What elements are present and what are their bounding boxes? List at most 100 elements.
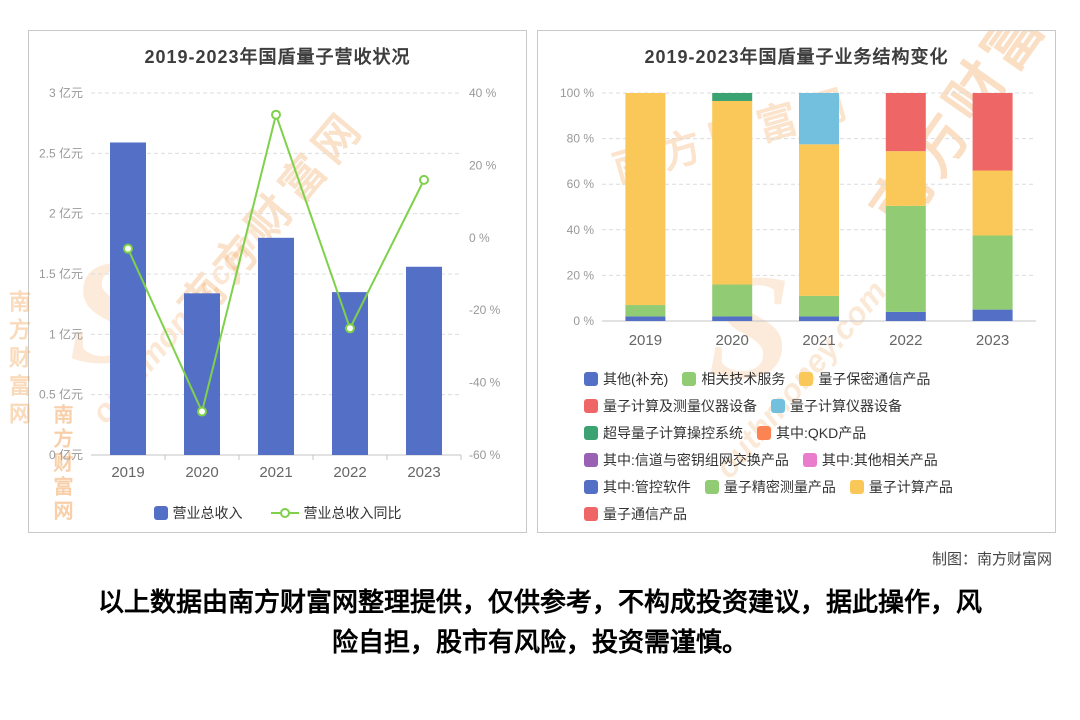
yoy-point — [271, 109, 281, 120]
stack-segment — [712, 316, 753, 321]
legend-label: 营业总收入 — [172, 505, 243, 521]
legend-swatch — [584, 507, 598, 521]
disclaimer-line-1: 以上数据由南方财富网整理提供，仅供参考，不构成投资建议，据此操作，风 — [97, 587, 982, 617]
revenue-bar-line-chart: 3 亿元 2.5 亿元 2 亿元 1.5 亿元 1 亿元 0.5 亿元 0 亿元 40 % 20… — [39, 85, 501, 481]
legend-label: 其中:其他相关产品 — [821, 452, 938, 468]
legend-line-marker — [270, 508, 299, 518]
legend-swatch — [757, 426, 771, 440]
svg-text:0 %: 0 % — [469, 231, 490, 245]
structure-chart-legend: 其他(补充) 相关技术服务 量子保密通信产品量子计算及测量仪器设备 量子计算仪器设备超… — [584, 369, 1036, 524]
stack-segment — [972, 170, 1013, 236]
legend-item: 其中:其他相关产品 — [802, 450, 938, 470]
legend-swatch — [584, 426, 598, 440]
svg-text:0 亿元: 0 亿元 — [49, 447, 83, 462]
legend-item: 量子精密测量产品 — [704, 477, 836, 497]
stack-segment — [972, 309, 1013, 321]
legend-item: 相关技术服务 — [682, 369, 785, 389]
svg-text:2 亿元: 2 亿元 — [49, 206, 83, 221]
legend-label: 其中:信道与密钥组网交换产品 — [603, 452, 789, 468]
disclaimer: 以上数据由南方财富网整理提供，仅供参考，不构成投资建议，据此操作，风 险自担，股… — [0, 582, 1080, 662]
structure-chart-title: 2019-2023年国盾量子业务结构变化 — [644, 47, 949, 67]
legend-swatch — [153, 506, 168, 520]
legend-label: 营业总收入同比 — [303, 505, 402, 521]
svg-text:2023: 2023 — [407, 464, 440, 481]
legend-item: 量子计算仪器设备 — [771, 396, 902, 416]
legend-label: 量子精密测量产品 — [723, 479, 836, 495]
legend-swatch — [799, 372, 814, 386]
yoy-point — [345, 323, 355, 334]
legend-swatch — [584, 372, 598, 386]
legend-item: 量子计算产品 — [849, 477, 953, 497]
legend-item: 其中:管控软件 — [584, 477, 691, 497]
legend-label: 量子计算产品 — [868, 479, 953, 495]
svg-text:-60 %: -60 % — [469, 448, 501, 462]
yoy-point — [419, 174, 429, 185]
revenue-bar — [184, 293, 220, 455]
svg-text:0.5 亿元: 0.5 亿元 — [39, 387, 83, 402]
legend-swatch — [849, 480, 864, 494]
stack-segment — [625, 305, 666, 317]
legend-label: 量子计算及测量仪器设备 — [603, 398, 757, 414]
svg-text:100 %: 100 % — [560, 86, 594, 100]
svg-text:-40 %: -40 % — [469, 376, 501, 390]
svg-text:2020: 2020 — [185, 464, 218, 481]
yoy-point — [197, 406, 207, 417]
legend-label: 其中:管控软件 — [603, 479, 691, 495]
stack-segment — [799, 144, 839, 296]
svg-text:1 亿元: 1 亿元 — [49, 326, 83, 341]
legend-item: 其中:信道与密钥组网交换产品 — [584, 450, 789, 470]
structure-stacked-chart: 100 % 80 % 60 % 40 % 20 % 0 % 2019 2020 2021 2022… — [560, 86, 1036, 349]
stack-segment — [712, 284, 753, 317]
legend-label: 其中:QKD产品 — [776, 425, 867, 441]
stack-segment — [625, 316, 666, 321]
stack-segment — [885, 205, 926, 312]
yoy-point — [123, 243, 133, 254]
legend-swatch — [584, 399, 598, 413]
legend-item: 量子保密通信产品 — [799, 369, 930, 389]
stack-segment — [799, 295, 839, 317]
svg-text:2019: 2019 — [111, 464, 144, 481]
legend-label: 量子通信产品 — [603, 506, 687, 522]
svg-text:2019: 2019 — [629, 332, 662, 349]
svg-text:20 %: 20 % — [567, 268, 595, 282]
revenue-bar — [406, 266, 442, 455]
legend-swatch — [704, 480, 719, 494]
legend-label: 其他(补充) — [603, 371, 669, 387]
legend-label: 量子保密通信产品 — [818, 371, 931, 387]
legend-item: 其他(补充) — [584, 369, 668, 389]
revenue-chart-panel: 2019-2023年国盾量子营收状况 3 亿元 2.5 亿元 2 亿元 1.5 亿元 1… — [28, 30, 527, 533]
legend-item-bar: 营业总收入 — [153, 503, 243, 523]
svg-text:3 亿元: 3 亿元 — [49, 85, 83, 100]
svg-text:80 %: 80 % — [567, 132, 595, 146]
credit-text: 制图：南方财富网 — [931, 551, 1052, 568]
legend-swatch — [682, 372, 697, 386]
stack-segment — [972, 235, 1013, 310]
svg-text:-20 %: -20 % — [469, 303, 501, 317]
svg-text:40 %: 40 % — [469, 86, 497, 100]
svg-text:0 %: 0 % — [573, 314, 594, 328]
svg-text:2022: 2022 — [333, 464, 366, 481]
legend-item: 量子计算及测量仪器设备 — [584, 396, 757, 416]
revenue-bars — [110, 142, 442, 455]
revenue-chart-title: 2019-2023年国盾量子营收状况 — [144, 47, 411, 67]
legend-item: 超导量子计算操控系统 — [584, 423, 743, 443]
svg-text:2021: 2021 — [259, 464, 292, 481]
axes-grid: 3 亿元 2.5 亿元 2 亿元 1.5 亿元 1 亿元 0.5 亿元 0 亿元 40 % 20… — [39, 85, 501, 462]
stack-segment — [885, 311, 926, 321]
svg-text:2023: 2023 — [976, 332, 1009, 349]
stack-segment — [799, 316, 839, 321]
svg-text:60 %: 60 % — [567, 177, 595, 191]
stack-segment — [972, 93, 1013, 171]
structure-stacked-bars — [625, 93, 1013, 321]
stack-segment — [885, 93, 926, 152]
svg-text:2022: 2022 — [889, 332, 922, 349]
svg-text:2.5 亿元: 2.5 亿元 — [39, 145, 83, 160]
legend-label: 相关技术服务 — [701, 371, 786, 387]
svg-text:20 %: 20 % — [469, 158, 497, 172]
yoy-line — [123, 109, 429, 417]
stack-segment — [625, 93, 666, 306]
svg-text:2021: 2021 — [802, 332, 835, 349]
svg-text:40 %: 40 % — [567, 223, 595, 237]
legend-swatch — [584, 480, 598, 494]
revenue-bar — [110, 142, 146, 455]
